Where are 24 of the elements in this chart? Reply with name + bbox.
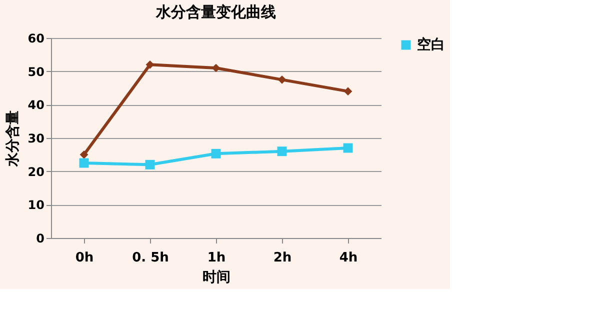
y-tick-label: 10 (28, 198, 44, 212)
y-tick-label: 0 (36, 232, 44, 246)
y-axis-title: 水分含量 (4, 110, 21, 168)
y-tick-label: 50 (28, 64, 44, 79)
point (79, 158, 89, 168)
point (80, 150, 88, 159)
y-tick-label: 60 (28, 32, 44, 46)
x-tick-label: 0. 5h (132, 250, 169, 266)
x-tick-label: 1h (207, 250, 226, 266)
point (278, 75, 286, 84)
point (145, 160, 155, 170)
y-tick-label: 20 (28, 164, 44, 179)
point (344, 87, 352, 96)
point (277, 146, 287, 156)
x-tick-label: 0h (75, 250, 94, 266)
y-tick-label: 40 (28, 98, 44, 112)
x-tick-label: 2h (273, 250, 292, 266)
chart-title: 水分含量变化曲线 (155, 3, 276, 21)
point (211, 148, 221, 158)
x-tick-label: 4h (339, 250, 358, 266)
legend-label: 空白 (417, 36, 445, 53)
x-axis-title: 时间 (202, 270, 230, 286)
y-tick-label: 30 (28, 132, 44, 146)
point (343, 143, 353, 153)
